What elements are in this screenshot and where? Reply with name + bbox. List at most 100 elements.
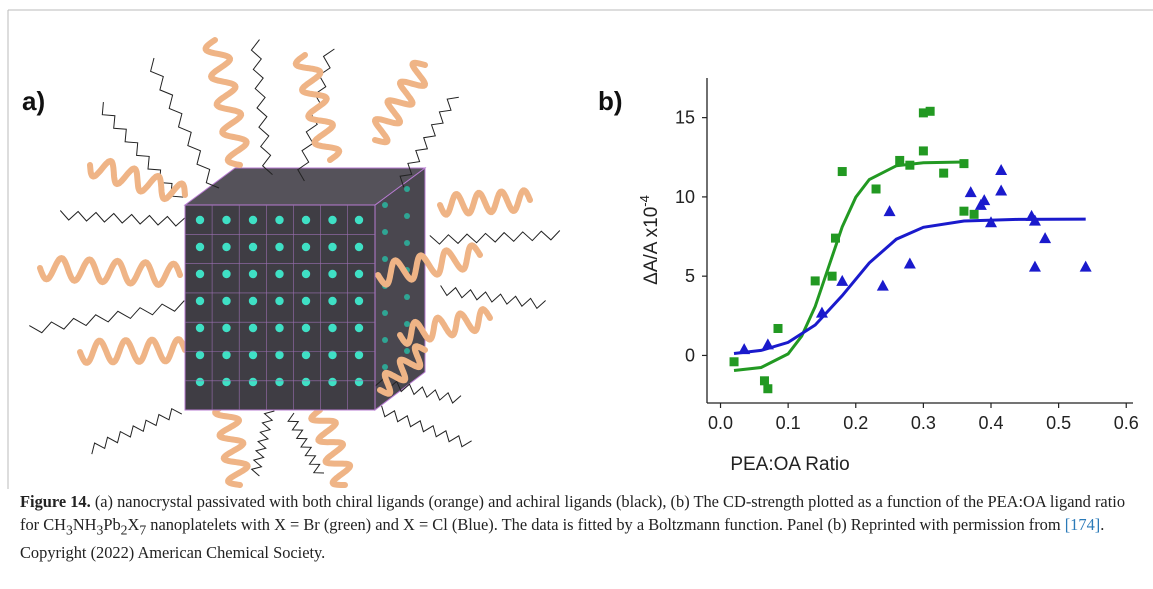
atom — [301, 242, 311, 252]
atom — [301, 323, 311, 333]
achiral-ligand — [29, 300, 185, 334]
atom — [354, 269, 364, 279]
formula-subscript: 7 — [139, 522, 147, 538]
chiral-ligand — [77, 336, 188, 366]
data-point — [939, 168, 949, 178]
atom — [382, 337, 388, 343]
data-point — [978, 194, 991, 206]
atom — [195, 296, 205, 306]
atom — [222, 269, 231, 279]
chemical-formula: CH3NH3Pb2X7 — [43, 515, 147, 538]
atom — [248, 269, 258, 279]
data-point — [761, 338, 774, 350]
x-tick-label: 0.4 — [978, 413, 1003, 433]
atom — [382, 310, 388, 316]
y-axis-label-text: ΔA/A x10 — [641, 207, 662, 285]
panel-label: a) — [22, 86, 45, 116]
atom — [248, 242, 258, 252]
data-point — [918, 108, 928, 118]
reference-link[interactable]: [174] — [1064, 515, 1101, 534]
data-point — [876, 279, 889, 291]
data-point — [895, 155, 905, 165]
data-point — [1079, 260, 1092, 272]
achiral-ligand — [399, 96, 459, 188]
atom — [222, 215, 231, 225]
atom — [328, 269, 337, 279]
atom — [301, 269, 311, 279]
chiral-ligand — [371, 59, 429, 146]
formula-element: Pb — [103, 515, 121, 534]
atom — [404, 321, 410, 327]
atom — [328, 323, 337, 333]
atom — [301, 215, 311, 225]
achiral-ligand — [59, 210, 186, 227]
atom — [354, 377, 364, 387]
atom — [354, 350, 364, 360]
chiral-ligand — [292, 52, 343, 163]
data-point — [959, 159, 969, 169]
achiral-ligand — [101, 102, 184, 198]
data-point — [836, 274, 849, 286]
atom — [354, 215, 364, 225]
achiral-ligand — [429, 230, 561, 245]
data-point — [959, 206, 969, 216]
data-point — [773, 323, 783, 333]
data-point — [903, 257, 916, 269]
figure: a) b) PEA:OA Ratio ΔA/A x10-4 0.0 0.1 0.2 0… — [7, 9, 1153, 489]
data-point — [918, 146, 928, 156]
chiral-ligand — [437, 187, 533, 218]
atom — [275, 323, 284, 333]
achiral-ligand — [440, 285, 546, 310]
atom — [275, 296, 284, 306]
atom — [382, 364, 388, 370]
x-tick-label: 0.3 — [911, 413, 936, 433]
atom — [328, 377, 337, 387]
atom — [382, 256, 388, 262]
atom — [195, 323, 205, 333]
atom — [328, 296, 337, 306]
atom — [275, 269, 284, 279]
y-tick-label: 15 — [675, 108, 695, 128]
data-point — [1028, 214, 1041, 226]
atom — [222, 323, 231, 333]
fit-line — [733, 160, 965, 372]
x-tick-label: 0.1 — [776, 413, 801, 433]
formula-subscript: 3 — [66, 522, 73, 538]
x-axis-label: PEA:OA Ratio — [730, 454, 849, 475]
data-point — [905, 160, 915, 170]
achiral-ligand — [150, 57, 220, 189]
nanocrystal-illustration — [29, 37, 561, 488]
atom — [195, 242, 205, 252]
y-tick-label: 0 — [685, 345, 695, 365]
achiral-ligand — [381, 405, 472, 448]
data-point — [964, 186, 977, 198]
chiral-ligand — [87, 157, 188, 203]
atom — [222, 350, 231, 360]
atom — [301, 350, 311, 360]
y-axis-label-exponent: -4 — [637, 195, 652, 207]
atom — [328, 242, 337, 252]
data-point — [883, 205, 896, 217]
atom — [354, 242, 364, 252]
atom — [248, 296, 258, 306]
atom — [195, 350, 205, 360]
data-point — [763, 384, 773, 394]
atom — [248, 377, 258, 387]
chiral-ligand — [212, 402, 251, 488]
data-point — [830, 233, 840, 243]
atom — [382, 229, 388, 235]
y-tick-label: 5 — [685, 266, 695, 286]
x-tick-label: 0.0 — [708, 413, 733, 433]
panel-label: b) — [598, 86, 623, 116]
fit-line — [733, 217, 1086, 355]
caption-label: Figure 14. — [20, 492, 91, 511]
atom — [404, 294, 410, 300]
atom — [328, 215, 337, 225]
caption-text: nanoplatelets with X = Br (green) and X … — [146, 515, 1065, 534]
data-point — [1039, 232, 1052, 244]
data-point — [837, 167, 847, 177]
achiral-ligand — [287, 412, 325, 474]
y-tick-label: 10 — [675, 187, 695, 207]
data-point — [827, 271, 837, 281]
figure-caption: Figure 14. (a) nanocrystal passivated wi… — [20, 490, 1135, 564]
